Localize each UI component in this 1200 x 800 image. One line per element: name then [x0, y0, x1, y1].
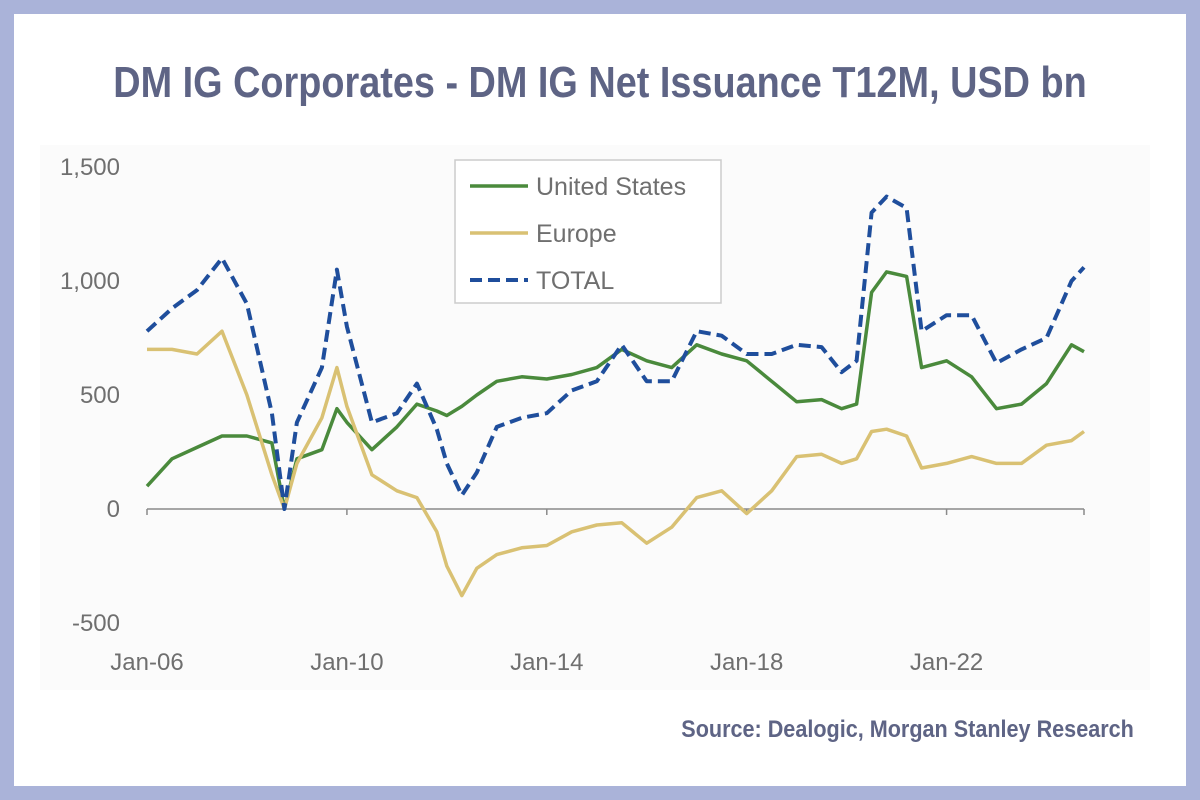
chart-title: DM IG Corporates - DM IG Net Issuance T1… — [113, 58, 1087, 107]
y-tick-label: 1,500 — [60, 154, 120, 181]
legend-label-total: TOTAL — [536, 267, 614, 295]
series-line-united-states — [145, 270, 1085, 511]
x-tick-label: Jan-06 — [110, 649, 183, 676]
x-tick-label: Jan-14 — [510, 649, 583, 676]
y-tick-label: 1,000 — [60, 268, 120, 295]
series-lines — [145, 194, 1086, 598]
series-line-europe — [147, 329, 1086, 598]
axes: 1,500 1,000 500 0 -500 Jan-06 Jan-10 Jan-14 Jan-… — [60, 154, 1085, 676]
x-tick-label: Jan-18 — [710, 649, 783, 676]
x-tick-label: Jan-22 — [910, 649, 983, 676]
x-tick-label: Jan-10 — [310, 649, 383, 676]
series-line-total — [145, 194, 1086, 511]
source-note: Source: Dealogic, Morgan Stanley Researc… — [681, 716, 1134, 743]
legend: United States Europe TOTAL — [454, 159, 722, 304]
legend-label-europe: Europe — [536, 220, 617, 248]
legend-label-united-states: United States — [536, 173, 686, 201]
y-tick-label: -500 — [72, 610, 120, 637]
y-tick-label: 500 — [80, 382, 120, 409]
y-tick-label: 0 — [107, 496, 120, 523]
